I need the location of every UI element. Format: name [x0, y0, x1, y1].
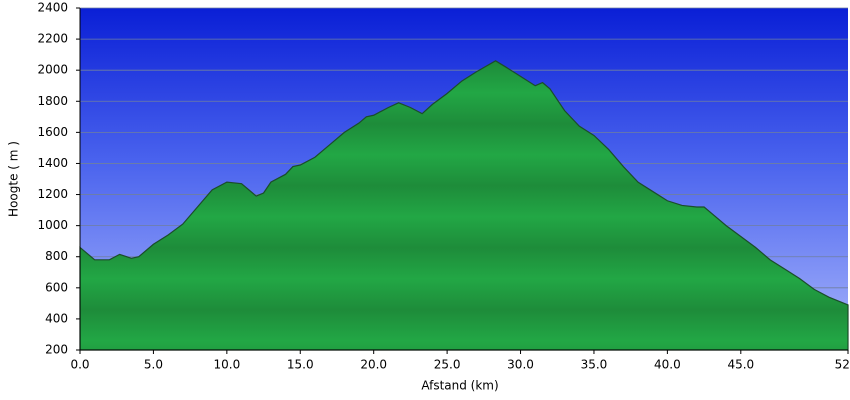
y-tick-label: 1000: [37, 218, 68, 232]
x-tick-label: 10.0: [213, 358, 240, 372]
y-tick-label: 400: [45, 311, 68, 325]
x-tick-label: 0.0: [70, 358, 89, 372]
x-tick-label: 40.0: [654, 358, 681, 372]
x-axis-label: Afstand (km): [421, 379, 498, 393]
x-tick-label: 5.0: [144, 358, 163, 372]
y-tick-label: 1800: [37, 94, 68, 108]
x-tick-label: 15.0: [287, 358, 314, 372]
y-tick-label: 2200: [37, 32, 68, 46]
y-tick-label: 1200: [37, 187, 68, 201]
x-tick-label: 52.3: [835, 358, 850, 372]
y-tick-label: 200: [45, 343, 68, 357]
x-tick-label: 45.0: [727, 358, 754, 372]
elevation-area: [79, 60, 849, 351]
x-tick-label: 20.0: [360, 358, 387, 372]
y-axis-label: Hoogte ( m ): [7, 141, 21, 217]
y-tick-label: 1600: [37, 125, 68, 139]
x-tick-label: 30.0: [507, 358, 534, 372]
y-tick-label: 2400: [37, 1, 68, 15]
y-tick-label: 800: [45, 249, 68, 263]
x-tick-label: 35.0: [581, 358, 608, 372]
y-tick-label: 2000: [37, 63, 68, 77]
y-tick-label: 600: [45, 280, 68, 294]
y-tick-label: 1400: [37, 156, 68, 170]
x-tick-label: 25.0: [434, 358, 461, 372]
